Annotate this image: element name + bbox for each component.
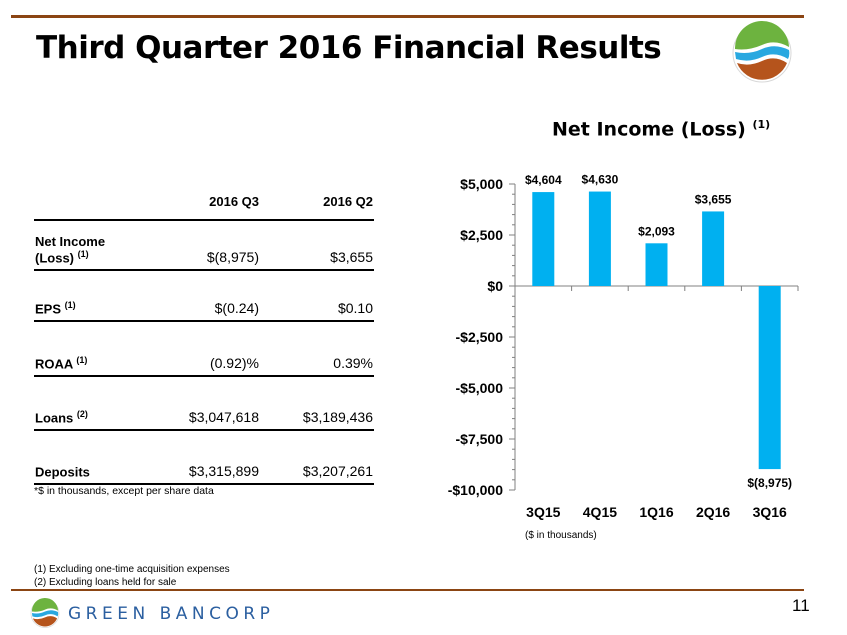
row-footnote: (1) [64, 299, 76, 310]
green-bancorp-logo-icon [732, 20, 792, 83]
row-value-q3: $3,315,899 [146, 430, 260, 485]
chart-units-note: ($ in thousands) [525, 530, 597, 541]
footnote-2: (2) Excluding loans held for sale [34, 577, 177, 588]
row-label: EPS (1) [34, 270, 146, 322]
y-tick-label: $0 [487, 278, 503, 294]
row-label: Deposits [34, 430, 146, 485]
x-tick-label: 3Q15 [526, 504, 560, 520]
table-header-q2: 2016 Q2 [260, 183, 374, 221]
data-label: $4,630 [582, 173, 619, 187]
row-value-q3: $3,047,618 [146, 376, 260, 431]
row-value-q3: $(0.24) [146, 270, 260, 322]
footnotes: (1) Excluding one-time acquisition expen… [34, 563, 230, 589]
y-tick-label: -$5,000 [456, 380, 504, 396]
row-label-text: Net Income (Loss) [35, 233, 106, 265]
y-tick-label: $2,500 [460, 227, 503, 243]
bar-1Q16 [645, 243, 668, 286]
row-footnote: (1) [77, 248, 89, 259]
bottom-rule [11, 589, 804, 591]
slide-title: Third Quarter 2016 Financial Results [36, 30, 662, 66]
table-row: Deposits $3,315,899 $3,207,261 [34, 430, 374, 485]
y-tick-label: -$10,000 [448, 482, 503, 498]
row-value-q2: $3,207,261 [260, 430, 374, 485]
x-tick-label: 4Q15 [583, 504, 617, 520]
net-income-bar-chart: $5,000 $2,500 $0 -$2,500 -$5,000 -$7,500 -$10,… [448, 173, 799, 520]
table-row: Loans (2) $3,047,618 $3,189,436 [34, 376, 374, 431]
chart-title: Net Income (Loss) (1) [552, 118, 770, 140]
x-tick-label: 1Q16 [639, 504, 673, 520]
table-header-label [34, 183, 146, 221]
row-label-text: ROAA [35, 356, 73, 371]
page-number: 11 [792, 596, 810, 615]
table-row: ROAA (1) (0.92)% 0.39% [34, 321, 374, 377]
table-row: Net Income (Loss) (1) $(8,975) $3,655 [34, 220, 374, 271]
row-value-q2: $3,189,436 [260, 376, 374, 431]
x-tick-label: 3Q16 [753, 504, 787, 520]
footnote-1: (1) Excluding one-time acquisition expen… [34, 564, 230, 575]
row-footnote: (2) [76, 408, 88, 419]
row-label-text: Deposits [35, 464, 90, 479]
bar-3Q16 [758, 286, 781, 470]
row-label: Loans (2) [34, 376, 146, 431]
chart-title-footnote: (1) [752, 118, 771, 131]
bar-4Q15 [588, 191, 611, 286]
row-value-q3: (0.92)% [146, 321, 260, 377]
bar-3Q15 [532, 192, 555, 286]
row-value-q2: $0.10 [260, 270, 374, 322]
chart-title-text: Net Income (Loss) [552, 118, 746, 141]
brand-name: GREEN BANCORP [68, 604, 275, 624]
top-rule [11, 15, 804, 18]
row-value-q2: $3,655 [260, 220, 374, 271]
row-label: Net Income (Loss) (1) [34, 220, 146, 271]
financial-results-table: 2016 Q3 2016 Q2 Net Income (Loss) (1) $(… [34, 183, 374, 485]
row-footnote: (1) [76, 354, 88, 365]
row-label-text: Loans [35, 410, 74, 425]
y-tick-label: -$2,500 [456, 329, 504, 345]
table-header-row: 2016 Q3 2016 Q2 [34, 183, 374, 221]
table-note: *$ in thousands, except per share data [34, 485, 214, 497]
y-tick-label: $5,000 [460, 176, 503, 192]
bar-2Q16 [702, 211, 725, 286]
y-tick-label: -$7,500 [456, 431, 504, 447]
table-header-q3: 2016 Q3 [146, 183, 260, 221]
data-label: $4,604 [525, 173, 562, 187]
row-value-q3: $(8,975) [146, 220, 260, 271]
data-label: $2,093 [638, 224, 675, 238]
row-label-text: EPS [35, 301, 62, 316]
row-value-q2: 0.39% [260, 321, 374, 377]
data-label: $(8,975) [747, 476, 792, 490]
data-label: $3,655 [695, 192, 732, 206]
x-tick-label: 2Q16 [696, 504, 730, 520]
table-row: EPS (1) $(0.24) $0.10 [34, 270, 374, 322]
green-bancorp-logo-icon [30, 597, 60, 628]
row-label: ROAA (1) [34, 321, 146, 377]
